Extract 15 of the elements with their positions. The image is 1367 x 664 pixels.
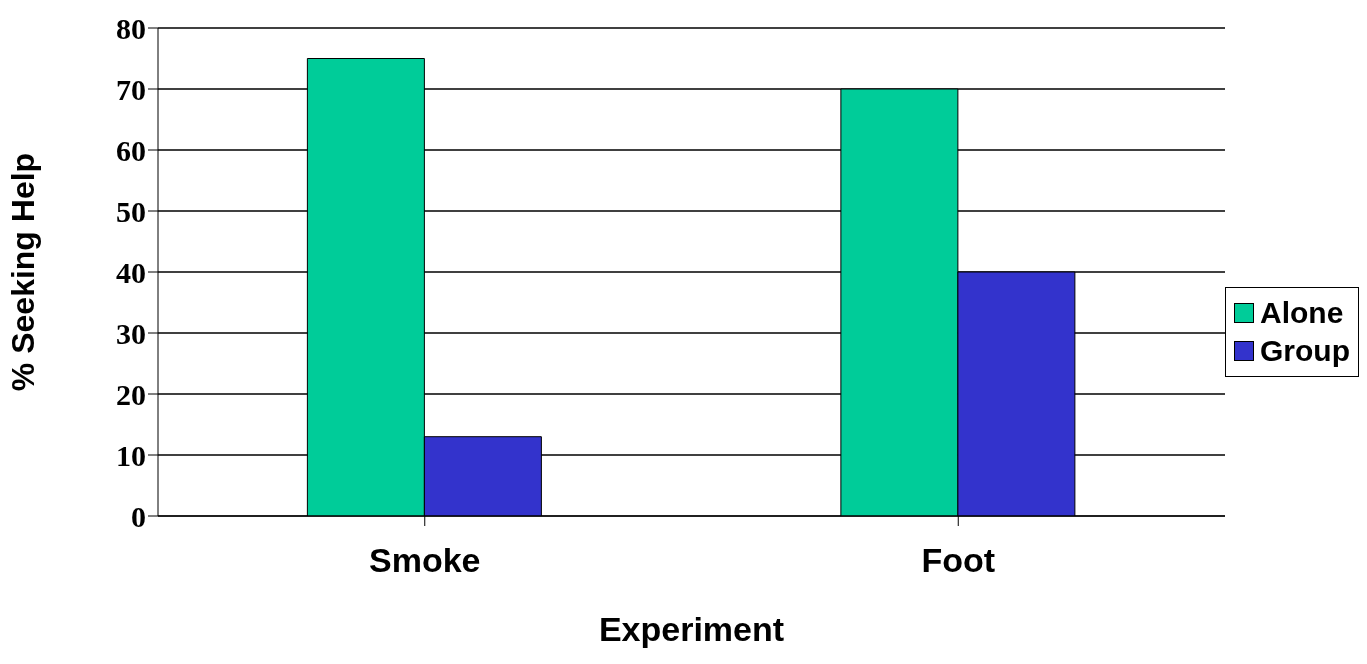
x-tick-label: Smoke <box>369 541 481 580</box>
legend-label: Group <box>1260 333 1350 369</box>
y-tick-label: 10 <box>116 438 146 472</box>
y-tick-label: 70 <box>116 72 146 106</box>
y-tick-label: 30 <box>116 316 146 350</box>
y-tick-label: 80 <box>116 11 146 45</box>
y-tick-label: 0 <box>131 499 146 533</box>
y-tick-label: 20 <box>116 377 146 411</box>
y-tick-label: 60 <box>116 133 146 167</box>
y-axis-title: % Seeking Help <box>5 152 42 392</box>
legend-label: Alone <box>1260 295 1344 331</box>
y-tick-label: 50 <box>116 194 146 228</box>
x-tick-label: Foot <box>921 541 996 580</box>
x-axis-title: Experiment <box>598 610 785 648</box>
y-tick-label: 40 <box>116 255 146 289</box>
